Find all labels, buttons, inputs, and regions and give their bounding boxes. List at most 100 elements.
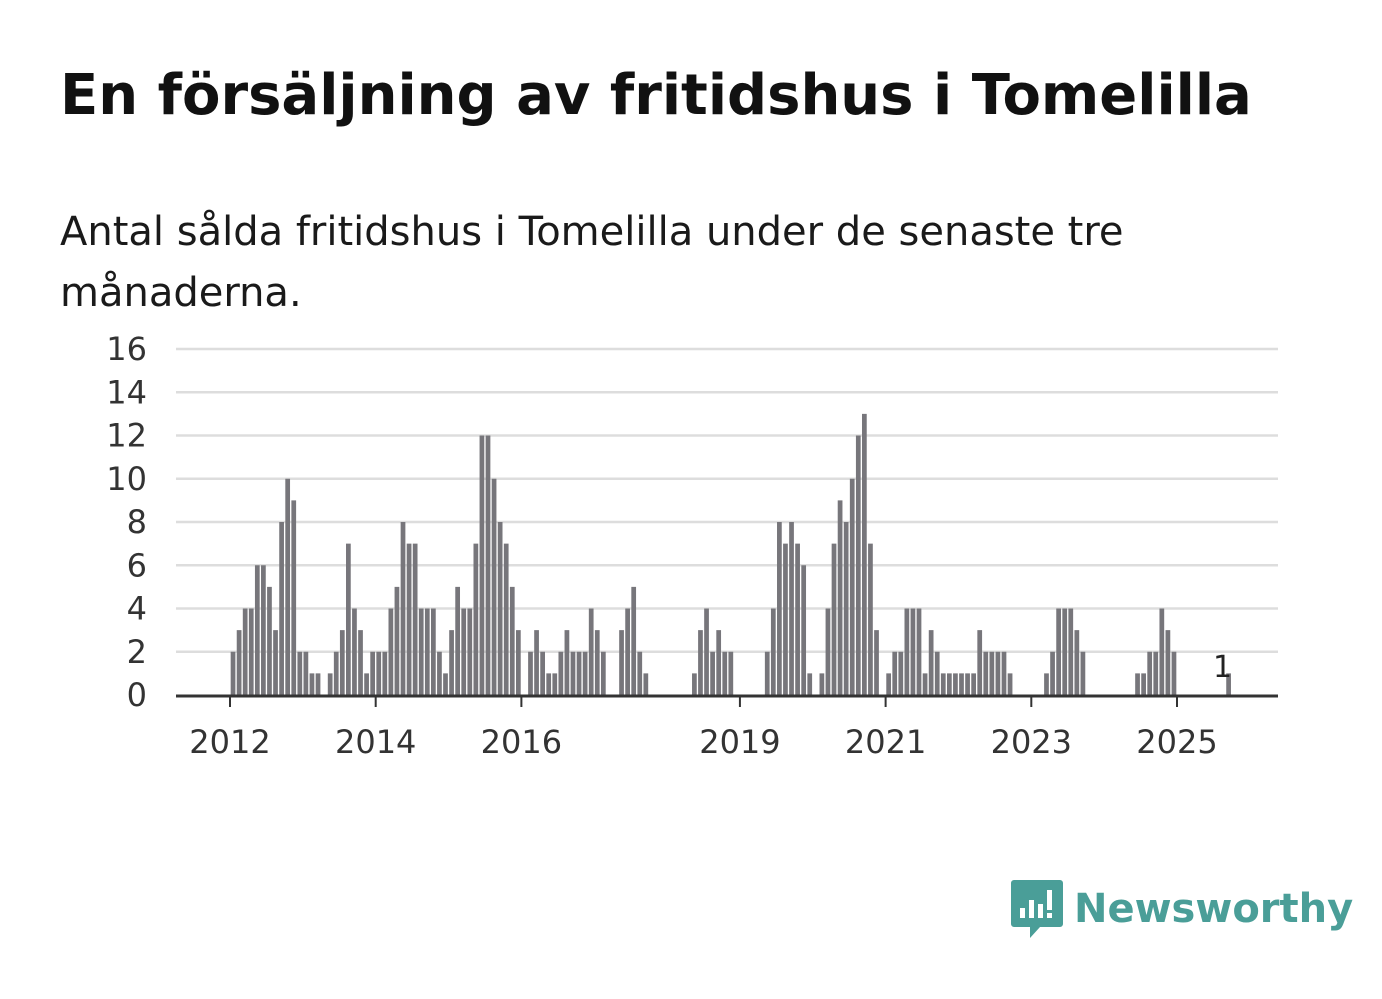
bar	[315, 673, 321, 695]
bar	[868, 543, 873, 695]
bar	[1062, 608, 1068, 695]
bar	[236, 630, 242, 695]
bar	[1050, 651, 1055, 695]
bar	[1080, 651, 1086, 695]
bar	[1171, 651, 1177, 695]
bar	[764, 651, 770, 695]
x-tick-label: 2021	[845, 723, 926, 761]
bar	[619, 630, 624, 695]
bar	[546, 673, 552, 695]
bar	[473, 543, 479, 695]
bar	[582, 651, 588, 695]
bar	[1226, 673, 1231, 695]
bar	[406, 543, 412, 695]
bar	[261, 565, 266, 695]
bar	[716, 630, 722, 695]
bar	[940, 673, 946, 695]
bar	[479, 435, 485, 695]
bar	[273, 630, 278, 695]
bar	[849, 478, 855, 695]
bar	[443, 673, 448, 695]
data-labels: 1	[1213, 650, 1232, 685]
bar	[509, 586, 515, 695]
bar	[388, 608, 394, 695]
bar	[285, 478, 291, 695]
newsworthy-logo-icon	[1011, 880, 1063, 938]
bar	[333, 651, 339, 695]
bar	[965, 673, 970, 695]
brand-name: Newsworthy	[1074, 886, 1354, 932]
bar	[807, 673, 813, 695]
bar	[722, 651, 728, 695]
bar	[424, 608, 430, 695]
bar	[254, 565, 260, 695]
bar	[594, 630, 600, 695]
bar	[515, 630, 521, 695]
bar	[843, 522, 849, 695]
bar	[558, 651, 564, 695]
bar	[1141, 673, 1146, 695]
bar	[600, 651, 606, 695]
bar	[497, 522, 503, 695]
bar	[576, 651, 582, 695]
bar	[400, 522, 406, 695]
bar	[242, 608, 248, 695]
x-tick-label: 2023	[991, 723, 1072, 761]
bar	[1074, 630, 1080, 695]
bar	[886, 673, 892, 695]
newsworthy-logo[interactable]: Newsworthy	[1010, 878, 1353, 940]
bar	[346, 543, 351, 695]
bar	[704, 608, 709, 695]
bar	[916, 608, 922, 695]
bar	[631, 586, 637, 695]
x-tick-label: 2025	[1136, 723, 1217, 761]
y-tick-label: 6	[127, 546, 147, 584]
bar	[309, 673, 315, 695]
bar	[327, 673, 333, 695]
bar	[971, 673, 977, 695]
bar	[1153, 651, 1159, 695]
bar	[898, 651, 904, 695]
bar	[783, 543, 788, 695]
bar	[728, 651, 734, 695]
bar	[358, 630, 363, 695]
bar	[467, 608, 473, 695]
bar	[922, 673, 928, 695]
bar	[855, 435, 861, 695]
bar	[540, 651, 545, 695]
bar	[995, 651, 1001, 695]
y-tick-label: 0	[127, 676, 147, 714]
bar	[692, 673, 697, 695]
y-tick-label: 12	[106, 417, 147, 455]
bar	[946, 673, 952, 695]
bar	[989, 651, 995, 695]
bar	[339, 630, 345, 695]
bar	[528, 651, 533, 695]
bar	[1068, 608, 1074, 695]
bar	[625, 608, 630, 695]
bar	[503, 543, 509, 695]
bar	[370, 651, 376, 695]
x-tick-label: 2019	[699, 723, 780, 761]
bar	[382, 651, 388, 695]
bar	[303, 651, 309, 695]
bar	[770, 608, 776, 695]
bar	[588, 608, 594, 695]
bar	[904, 608, 910, 695]
bar	[418, 608, 424, 695]
bar	[230, 651, 236, 695]
y-axis-ticks: 0 2 4 6 8 10 12 14 16	[106, 330, 147, 714]
bar	[643, 673, 649, 695]
x-tick-label: 2016	[481, 723, 562, 761]
bar	[928, 630, 934, 695]
bar	[376, 651, 382, 695]
bar	[449, 630, 454, 695]
x-tick-label: 2014	[335, 723, 416, 761]
bar	[789, 522, 794, 695]
bar	[412, 543, 418, 695]
bar	[437, 651, 442, 695]
bar	[801, 565, 807, 695]
bar	[552, 673, 558, 695]
bar	[291, 500, 297, 695]
